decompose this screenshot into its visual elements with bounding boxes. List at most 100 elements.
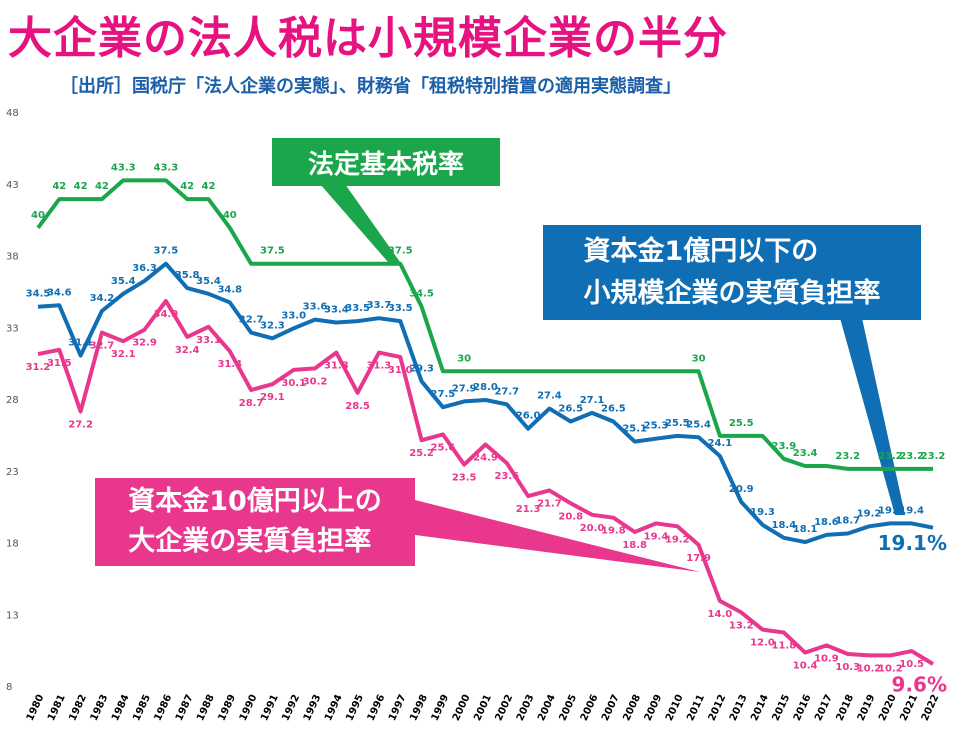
y-tick-label: 48 xyxy=(6,108,19,119)
data-label: 10.5 xyxy=(899,659,924,670)
x-tick-label: 1991 xyxy=(259,693,281,723)
x-tick-label: 2022 xyxy=(920,693,942,723)
x-tick-label: 1983 xyxy=(89,693,111,723)
x-tick-label: 1982 xyxy=(67,693,89,723)
data-label: 32.7 xyxy=(239,315,264,326)
data-label: 18.4 xyxy=(771,520,796,531)
data-label: 31.1 xyxy=(68,338,93,349)
data-label: 25.3 xyxy=(644,421,669,432)
chart-title: 大企業の法人税は小規模企業の半分 xyxy=(8,13,728,64)
data-label: 25.6 xyxy=(431,442,456,453)
x-tick-label: 2006 xyxy=(579,693,601,723)
data-label: 20.9 xyxy=(729,484,754,495)
x-tick-label: 2005 xyxy=(557,693,579,723)
data-label: 27.9 xyxy=(452,383,477,394)
x-tick-label: 2010 xyxy=(664,693,686,723)
data-label: 42 xyxy=(52,181,66,192)
data-label: 28.0 xyxy=(473,382,498,393)
data-label: 29.3 xyxy=(409,363,434,374)
x-tick-label: 2015 xyxy=(771,693,793,723)
data-label: 37.5 xyxy=(260,246,285,257)
data-label: 31.5 xyxy=(47,358,72,369)
series-line xyxy=(36,178,933,471)
x-tick-label: 2019 xyxy=(856,693,878,723)
data-label: 23.6 xyxy=(494,471,519,482)
data-label: 18.6 xyxy=(814,517,839,528)
data-label: 40 xyxy=(223,210,237,221)
data-label: 28.5 xyxy=(345,401,370,412)
x-tick-label: 1998 xyxy=(408,693,430,723)
x-tick-label: 2018 xyxy=(834,693,856,723)
data-label: 31.0 xyxy=(388,365,413,376)
data-label: 32.1 xyxy=(111,349,136,360)
x-tick-label: 2000 xyxy=(451,693,473,723)
x-tick-label: 2002 xyxy=(494,693,516,723)
data-label: 36.3 xyxy=(132,263,157,274)
x-tick-label: 1985 xyxy=(131,693,153,723)
y-tick-label: 8 xyxy=(6,682,12,693)
data-label: 33.6 xyxy=(303,302,328,313)
chart-subtitle: ［出所］国税庁「法人企業の実態」、財務省「租税特別措置の適用実態調査」 xyxy=(60,76,681,97)
x-tick-label: 1980 xyxy=(25,693,47,723)
data-label: 28.7 xyxy=(239,398,264,409)
x-tick-label: 2008 xyxy=(621,693,643,723)
data-label: 10.2 xyxy=(857,663,882,674)
data-label: 10.3 xyxy=(835,662,860,673)
x-tick-label: 1986 xyxy=(153,693,175,723)
data-label: 25.2 xyxy=(409,448,434,459)
series-line xyxy=(37,299,935,666)
data-label: 31.3 xyxy=(324,361,349,372)
x-tick-label: 2017 xyxy=(813,693,835,723)
x-tick-label: 2001 xyxy=(472,693,494,723)
data-label: 37.5 xyxy=(388,246,413,257)
data-label: 33.1 xyxy=(196,335,221,346)
data-label: 19.1% xyxy=(878,531,947,555)
data-label: 26.0 xyxy=(516,411,541,422)
data-label: 29.1 xyxy=(260,392,285,403)
data-label: 30 xyxy=(692,353,706,364)
data-label: 42 xyxy=(74,181,88,192)
data-label: 19.2 xyxy=(857,508,882,519)
x-tick-label: 2009 xyxy=(643,693,665,723)
data-label: 30.2 xyxy=(303,376,328,387)
data-label: 10.9 xyxy=(814,653,839,664)
x-tick-label: 2003 xyxy=(515,693,537,723)
x-tick-label: 1994 xyxy=(323,693,345,723)
x-tick-label: 2012 xyxy=(707,693,729,723)
data-label: 35.8 xyxy=(175,270,200,281)
x-tick-label: 1993 xyxy=(302,693,324,723)
x-tick-label: 1990 xyxy=(238,693,260,723)
data-label: 23.5 xyxy=(452,473,477,484)
data-label: 25.1 xyxy=(622,424,647,435)
data-label: 13.2 xyxy=(729,620,754,631)
x-tick-label: 1995 xyxy=(344,693,366,723)
x-tick-label: 2020 xyxy=(877,693,899,723)
x-tick-label: 2014 xyxy=(749,693,771,723)
data-label: 33.5 xyxy=(388,303,413,314)
data-label: 25.4 xyxy=(686,419,711,430)
data-label: 30.1 xyxy=(281,378,306,389)
data-label: 11.8 xyxy=(771,640,796,651)
y-tick-label: 23 xyxy=(6,467,19,478)
data-label: 34.5 xyxy=(409,289,434,300)
data-label: 27.5 xyxy=(431,389,456,400)
data-label: 19.8 xyxy=(601,526,626,537)
y-tick-label: 38 xyxy=(6,252,19,263)
data-label: 9.6% xyxy=(892,673,947,697)
data-label: 35.4 xyxy=(196,276,221,287)
data-label: 24.9 xyxy=(473,452,498,463)
data-label: 19.4 xyxy=(644,531,669,542)
x-tick-label: 2004 xyxy=(536,693,558,723)
x-tick-label: 2021 xyxy=(898,693,920,723)
data-label: 30 xyxy=(457,353,471,364)
x-tick-label: 2016 xyxy=(792,693,814,723)
data-label: 31.2 xyxy=(26,362,51,373)
data-label: 14.0 xyxy=(708,609,733,620)
data-label: 32.3 xyxy=(260,320,285,331)
data-label: 23.4 xyxy=(793,448,818,459)
data-label: 23.9 xyxy=(771,441,796,452)
x-tick-label: 2013 xyxy=(728,693,750,723)
data-label: 43.3 xyxy=(154,162,179,173)
